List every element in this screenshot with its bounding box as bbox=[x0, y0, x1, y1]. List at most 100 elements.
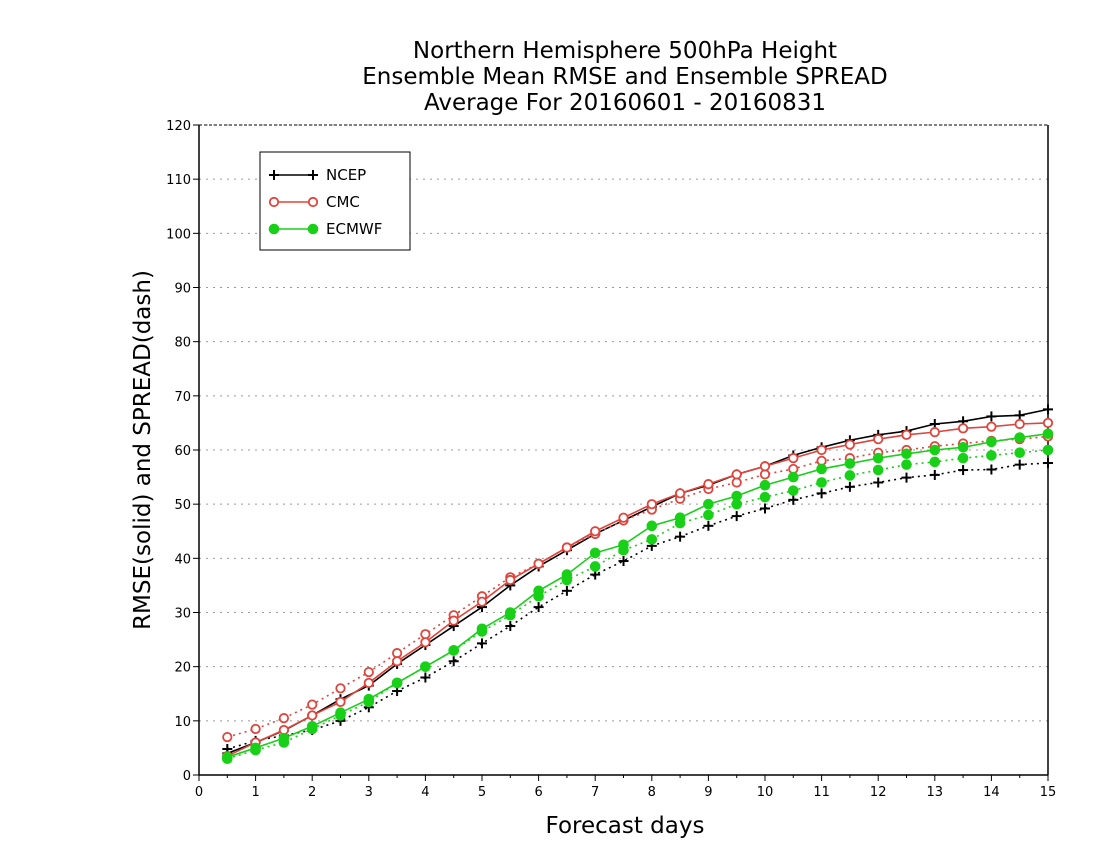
y-tick-label-20: 20 bbox=[174, 661, 191, 676]
ecmwf-rmse-point bbox=[222, 751, 233, 763]
ncep-rmse-point bbox=[1014, 410, 1025, 421]
ecmwf-rmse-point bbox=[901, 448, 912, 460]
x-tick-label-0: 0 bbox=[195, 785, 203, 800]
cmc-rmse-point bbox=[816, 444, 827, 456]
cmc-rmse-point bbox=[929, 427, 940, 438]
ncep-spread-point bbox=[929, 469, 940, 480]
x-tick-label-8: 8 bbox=[648, 785, 656, 800]
ecmwf-spread-point bbox=[703, 509, 714, 521]
cmc-rmse-line bbox=[226, 422, 1049, 757]
y-tick-label-80: 80 bbox=[174, 336, 191, 351]
ecmwf-spread-point bbox=[957, 452, 969, 464]
cmc-rmse-point bbox=[561, 542, 573, 553]
cmc-rmse-point bbox=[505, 574, 516, 586]
ncep-series bbox=[222, 404, 1053, 759]
ncep-spread-point bbox=[533, 602, 544, 613]
cmc-rmse-point bbox=[533, 558, 544, 569]
cmc-rmse-point bbox=[307, 710, 318, 721]
ncep-rmse-point bbox=[986, 411, 997, 422]
ecmwf-spread-point bbox=[1014, 447, 1026, 459]
ecmwf-rmse-point bbox=[448, 645, 460, 656]
cmc-rmse-point bbox=[788, 453, 799, 464]
cmc-rmse-point bbox=[731, 469, 742, 480]
legend-label-cmc: CMC bbox=[326, 193, 360, 211]
x-tick-label-15: 15 bbox=[1040, 785, 1057, 800]
x-tick-label-9: 9 bbox=[704, 785, 712, 800]
cmc-spread-point bbox=[307, 699, 318, 710]
cmc-rmse-point bbox=[420, 637, 431, 648]
cmc-spread-point bbox=[363, 666, 374, 678]
cmc-spread-line bbox=[227, 435, 1049, 738]
ncep-spread-point bbox=[618, 556, 629, 567]
ecmwf-rmse-point bbox=[306, 720, 318, 732]
ecmwf-rmse-point bbox=[589, 547, 601, 559]
ncep-spread-point bbox=[420, 672, 431, 683]
x-tick-label-7: 7 bbox=[591, 785, 599, 800]
ncep-spread-point bbox=[561, 585, 572, 596]
x-axis-label: Forecast days bbox=[546, 813, 705, 839]
legend-label-ncep: NCEP bbox=[326, 166, 366, 184]
cmc-rmse-point bbox=[646, 499, 657, 510]
ncep-spread-point bbox=[1043, 458, 1053, 468]
legend-entry-ncep: NCEP bbox=[269, 166, 366, 184]
cmc-spread-point bbox=[731, 477, 742, 488]
cmc-rmse-point bbox=[391, 656, 403, 667]
cmc-rmse-point bbox=[335, 696, 346, 707]
cmc-rmse-point bbox=[448, 615, 459, 626]
y-tick-label-40: 40 bbox=[174, 552, 191, 567]
series bbox=[222, 404, 1054, 765]
ncep-spread-point bbox=[703, 520, 714, 531]
title-line-1: Northern Hemisphere 500hPa Height bbox=[412, 38, 838, 64]
ncep-spread-point bbox=[901, 472, 912, 483]
y-tick-label-90: 90 bbox=[174, 282, 191, 297]
ecmwf-spread-point bbox=[646, 534, 658, 545]
ecmwf-rmse-point bbox=[420, 661, 431, 672]
ncep-spread-point bbox=[477, 638, 487, 649]
x-tick-label-6: 6 bbox=[534, 785, 542, 800]
cmc-rmse-point bbox=[759, 461, 771, 472]
ncep-spread-point bbox=[986, 464, 997, 475]
cmc-spread-point bbox=[250, 723, 261, 735]
legend-entry-ecmwf: ECMWF bbox=[268, 220, 382, 238]
legend-marker-ecmwf bbox=[307, 223, 319, 235]
legend-marker-ncep bbox=[308, 170, 318, 180]
cmc-spread-point bbox=[420, 629, 431, 640]
cmc-rmse-point bbox=[674, 488, 686, 499]
ecmwf-rmse-point bbox=[816, 463, 827, 475]
ecmwf-rmse-point bbox=[844, 458, 856, 469]
ecmwf-spread-point bbox=[872, 464, 884, 476]
ecmwf-rmse-point bbox=[476, 623, 488, 635]
legend: NCEP CMC ECMWF bbox=[259, 151, 411, 251]
ecmwf-rmse-point bbox=[731, 490, 743, 502]
ecmwf-rmse-point bbox=[674, 512, 686, 524]
ecmwf-rmse-point bbox=[1042, 428, 1054, 440]
ecmwf-rmse-point bbox=[986, 436, 997, 448]
legend-label-ecmwf: ECMWF bbox=[326, 220, 382, 238]
ecmwf-rmse-point bbox=[278, 732, 290, 744]
legend-box bbox=[259, 151, 411, 251]
ecmwf-spread-point bbox=[844, 470, 856, 481]
x-tick-label-5: 5 bbox=[478, 785, 486, 800]
x-tick-label-2: 2 bbox=[308, 785, 316, 800]
ncep-spread-point bbox=[731, 511, 742, 522]
ecmwf-spread-point bbox=[788, 485, 799, 496]
cmc-rmse-point bbox=[618, 512, 629, 523]
ncep-spread-point bbox=[448, 656, 459, 667]
y-tick-label-0: 0 bbox=[183, 769, 191, 784]
legend-entry-cmc: CMC bbox=[268, 193, 360, 211]
ncep-rmse-line bbox=[227, 408, 1049, 755]
cmc-rmse-point bbox=[703, 479, 714, 490]
ncep-spread-point bbox=[958, 465, 969, 476]
ecmwf-spread-line bbox=[227, 449, 1049, 760]
x-tick-label-1: 1 bbox=[251, 785, 259, 800]
cmc-rmse-point bbox=[986, 421, 997, 432]
ncep-spread-point bbox=[675, 531, 686, 542]
ecmwf-spread-point bbox=[901, 459, 912, 470]
legend-marker-cmc bbox=[307, 196, 319, 208]
ecmwf-rmse-point bbox=[250, 742, 261, 754]
cmc-rmse-point bbox=[476, 596, 488, 607]
cmc-rmse-point bbox=[363, 677, 374, 689]
ncep-spread-point bbox=[505, 621, 516, 632]
ecmwf-rmse-line bbox=[227, 432, 1049, 758]
